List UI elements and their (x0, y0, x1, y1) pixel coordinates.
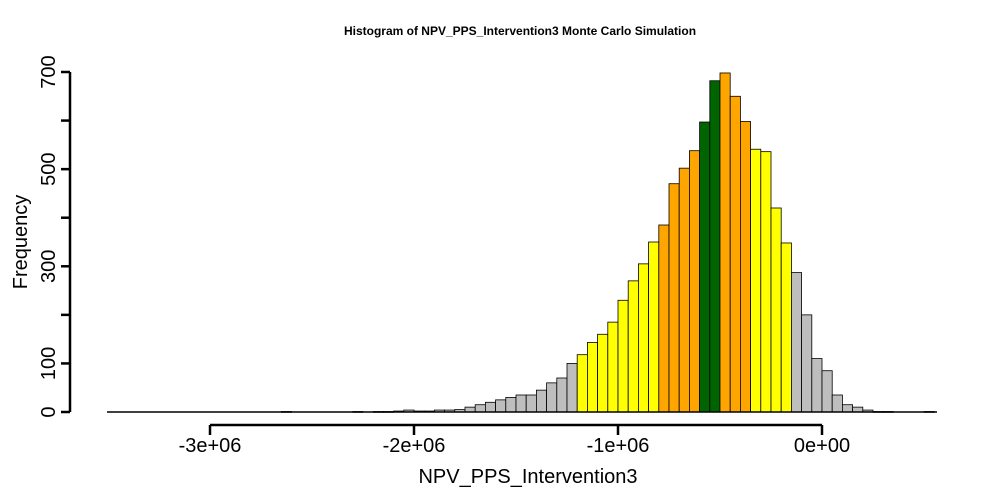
histogram-bar (780, 242, 792, 413)
histogram-bar (658, 224, 670, 413)
histogram-bar (678, 167, 690, 413)
histogram-bar (617, 299, 629, 413)
histogram-bar (719, 72, 731, 413)
histogram-bar (760, 151, 772, 413)
histogram-bar (831, 394, 843, 413)
histogram-bar (638, 263, 650, 413)
histogram-bar (740, 121, 752, 413)
histogram-bar (607, 321, 619, 413)
y-axis: 0 100 300 500 700 (38, 55, 72, 418)
y-tick-label: 100 (38, 347, 60, 380)
histogram-bar (525, 394, 537, 413)
histogram-bar (801, 314, 813, 413)
x-axis: -3e+06 -2e+06 -1e+06 0e+00 (179, 423, 850, 457)
histogram-bar (587, 342, 599, 413)
histogram-bar (811, 358, 823, 413)
x-tick-label: -1e+06 (587, 435, 650, 457)
histogram-bar (515, 394, 527, 413)
histogram-bar (566, 363, 578, 413)
x-tick-label: 0e+00 (794, 435, 850, 457)
histogram-bar (495, 399, 507, 413)
histogram-bar (505, 397, 517, 413)
histogram-bar (842, 404, 854, 413)
histogram-bar (699, 121, 711, 413)
histogram-bar (668, 183, 680, 413)
histogram-bar (556, 377, 568, 413)
histogram-bar (474, 404, 486, 413)
histogram-bars (280, 72, 935, 413)
histogram-bar (770, 207, 782, 413)
histogram-bar (791, 272, 803, 413)
x-tick-label: -3e+06 (179, 435, 242, 457)
x-tick-label: -2e+06 (383, 435, 446, 457)
histogram-bar (750, 148, 762, 413)
y-tick-label: 500 (38, 152, 60, 185)
x-axis-label: NPV_PPS_Intervention3 (418, 466, 637, 488)
histogram-bar (627, 280, 639, 413)
histogram-bar (484, 401, 496, 413)
histogram-bar (597, 333, 609, 413)
histogram-bar (536, 389, 548, 413)
y-tick-label: 300 (38, 250, 60, 283)
y-axis-label: Frequency (10, 195, 32, 290)
y-tick-label: 0 (38, 406, 60, 417)
y-tick-label: 700 (38, 55, 60, 88)
histogram-bar (648, 241, 660, 413)
histogram-bar (576, 354, 588, 413)
histogram-bar (821, 370, 833, 413)
chart-title: Histogram of NPV_PPS_Intervention3 Monte… (344, 24, 696, 38)
histogram-bar (546, 382, 558, 413)
histogram-bar (709, 80, 721, 413)
histogram-bar (689, 150, 701, 413)
histogram-bar (729, 95, 741, 413)
